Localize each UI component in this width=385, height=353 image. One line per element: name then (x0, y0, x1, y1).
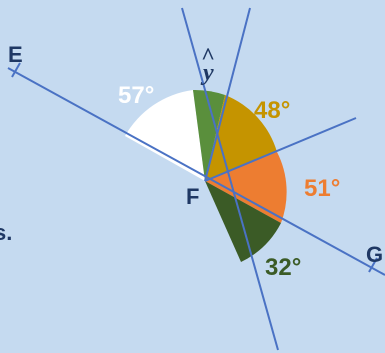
tick-g (368, 257, 378, 273)
angle-label-51: 51° (304, 175, 340, 202)
angle-label-48: 48° (254, 97, 290, 124)
line-right (204, 117, 357, 182)
sector-51-orange (205, 152, 287, 223)
tick-e (11, 62, 21, 78)
point-label-g: G (366, 242, 383, 267)
sector-48-gold (205, 95, 277, 181)
sector-32-darkgreen (205, 181, 281, 262)
angle-label-y-hat: ^ (201, 44, 215, 70)
angle-label-32: 32° (265, 254, 301, 281)
point-label-f: F (186, 184, 199, 209)
sector-57-white (125, 90, 205, 181)
line-e-g (7, 67, 385, 276)
line-top-right (204, 7, 251, 182)
point-label-e: E (8, 42, 23, 67)
sector-y-green (193, 89, 225, 181)
angle-label-y: y (200, 60, 214, 86)
edge-text: s. (0, 220, 12, 245)
angle-label-57: 57° (118, 82, 154, 109)
line-top-left-bottom-right (181, 7, 279, 351)
